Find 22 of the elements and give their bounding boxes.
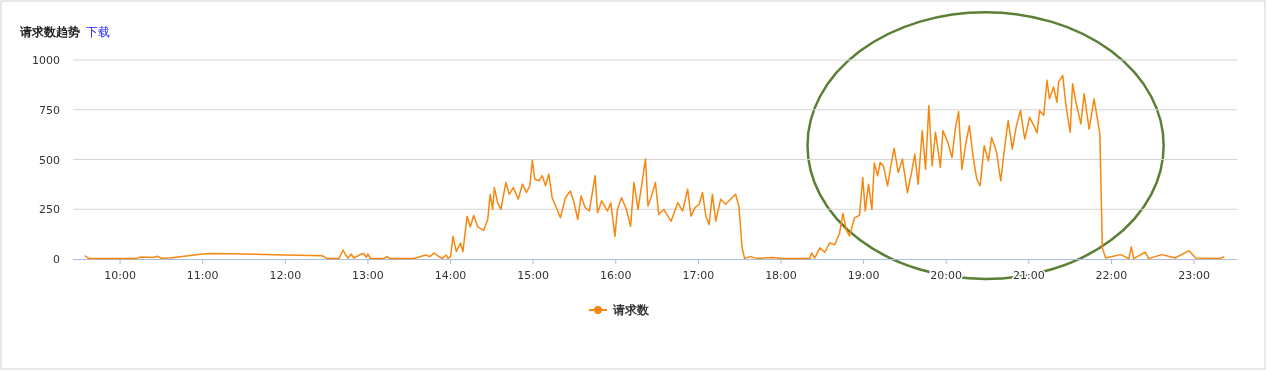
y-tick-label: 500	[39, 153, 60, 167]
chart-title: 请求数趋势	[19, 25, 80, 39]
x-tick-label: 17:00	[682, 269, 715, 282]
x-tick-label: 15:00	[517, 269, 549, 282]
legend-label: 请求数	[612, 303, 650, 317]
y-tick-label: 1000	[32, 54, 60, 67]
y-tick-label: 0	[53, 253, 60, 266]
y-tick-label: 750	[39, 103, 60, 117]
y-tick-label: 250	[39, 203, 60, 217]
line-series	[84, 74, 1225, 260]
x-tick-label: 18:00	[765, 269, 797, 282]
text: 下载	[86, 25, 110, 39]
x-tick-label: 16:00	[599, 269, 632, 282]
x-tick-label: 13:00	[352, 269, 384, 282]
x-tick-label: 14:00	[434, 269, 467, 282]
x-tick-label: 11:00	[186, 269, 219, 282]
x-tick-label: 23:00	[1178, 269, 1210, 282]
x-tick-label: 19:00	[847, 269, 880, 282]
x-tick-label: 10:00	[104, 269, 136, 282]
x-tick-label: 22:00	[1095, 269, 1128, 282]
x-tick-label: 12:00	[269, 269, 302, 282]
legend-item: 请求数	[588, 303, 649, 317]
